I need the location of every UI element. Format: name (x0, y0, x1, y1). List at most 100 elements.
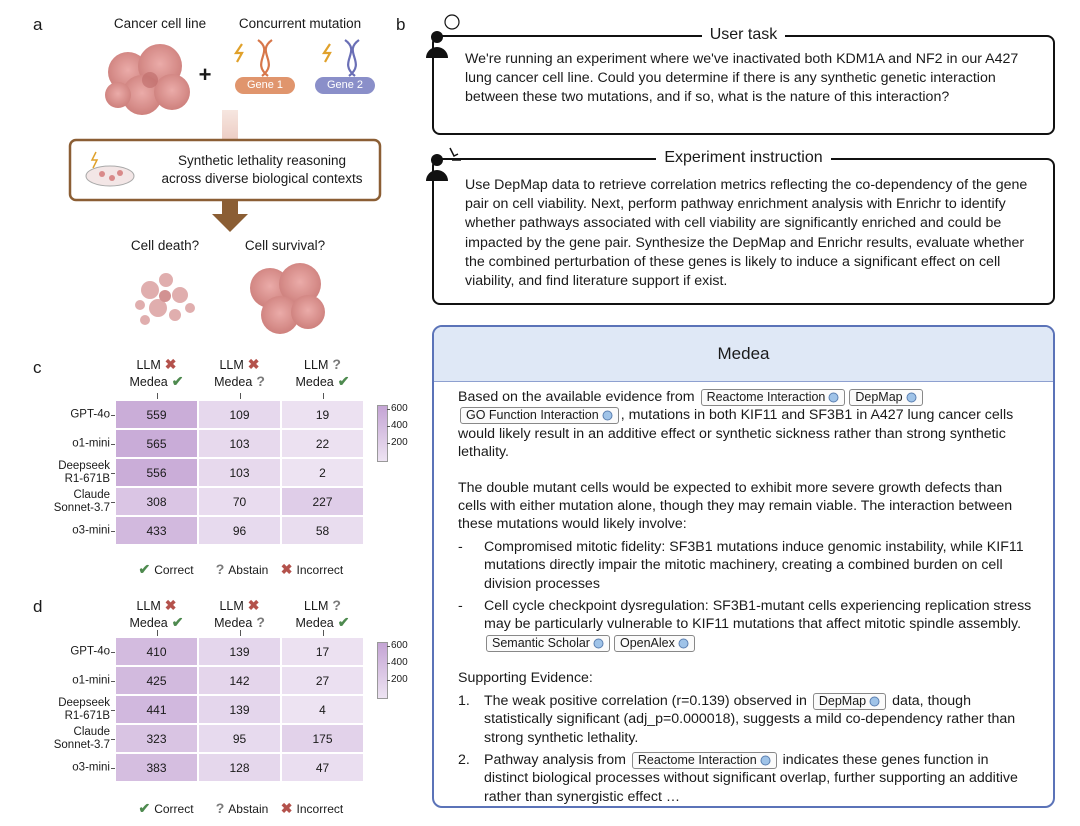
tick (111, 680, 115, 682)
petri-dish (85, 151, 135, 187)
text-block: - Compromised mitotic fidelity: SF3B1 mut… (458, 538, 1033, 593)
tool-badge: Reactome Interaction (700, 389, 846, 406)
colorbar-tick (387, 680, 390, 682)
header-text: Medea (214, 616, 253, 630)
heatmap-cell: 175 (281, 724, 364, 753)
heatmap-cell: 95 (198, 724, 281, 753)
header-symbol: ? (332, 356, 341, 372)
tool-badge: OpenAlex (613, 634, 695, 652)
heatmap-cell: 17 (281, 637, 364, 666)
panel-label: a (33, 15, 43, 34)
text: , mutations in both KIF11 and SF3B1 in A… (458, 407, 1014, 461)
box-title: Experiment instruction (656, 149, 831, 166)
text: indicates these genes function in distin… (484, 751, 1018, 805)
tick (111, 738, 115, 740)
tick (111, 443, 115, 445)
box-text: We're running an experiment where we've … (465, 51, 1019, 106)
list-marker: 1. (458, 692, 470, 709)
row-label: o3-mini (72, 524, 110, 536)
column-header: Medea? (214, 373, 265, 389)
text: Compromised mitotic fidelity: SF3B1 muta… (484, 538, 1024, 592)
badge-icon (602, 410, 613, 421)
header-symbol: ? (256, 614, 265, 630)
row-label: Claude Sonnet-3.7 (53, 725, 110, 751)
legend-item: ? Abstain (216, 561, 269, 577)
block-text: The weak positive correlation (r=0.139) … (484, 692, 1033, 747)
colorbar-tick (387, 426, 390, 428)
label: Concurrent mutation (238, 16, 362, 31)
text: Based on the available evidence from (458, 389, 699, 405)
header-symbol: ✖ (247, 597, 260, 613)
heatmap-cell: 556 (115, 458, 198, 487)
header-text: Medea (295, 375, 334, 389)
panel-label: d (33, 597, 43, 616)
list-marker: - (458, 598, 463, 615)
legend-symbol: ✖ (280, 800, 293, 816)
tool-badge: DepMap (812, 692, 887, 710)
medea-content: Based on the available evidence from Rea… (434, 382, 1053, 806)
heatmap-cell: 383 (115, 753, 198, 782)
tick (111, 709, 115, 711)
column-header: LLM? (304, 356, 341, 372)
header-text: LLM (304, 599, 329, 613)
tick (239, 630, 241, 636)
box-title: User task (701, 26, 786, 43)
header-symbol: ✔ (171, 373, 184, 389)
tick (111, 472, 115, 474)
gene-pill: Gene 2 (315, 77, 375, 94)
text-block: - Cell cycle checkpoint dysregulation: SF… (458, 597, 1033, 652)
legend-symbol: ✖ (280, 561, 293, 577)
block-text: Cell cycle checkpoint dysregulation: SF3… (484, 597, 1033, 652)
column-header: LLM ✖ (219, 597, 259, 614)
tick (239, 393, 241, 399)
column-header: Medea? (214, 614, 265, 630)
heatmap-cell: 139 (198, 637, 281, 666)
tick (111, 651, 115, 653)
arrow (222, 110, 238, 140)
cancer-cells (105, 44, 190, 115)
column-header: LLM ✖ (219, 356, 259, 373)
header-text: Medea (214, 375, 253, 389)
legend-item: ? Abstain (216, 800, 269, 816)
heatmap-cell: 70 (198, 487, 281, 516)
header-text: Medea (295, 616, 334, 630)
legend-symbol: ✔ (138, 800, 151, 816)
tool-badge: GO Function Interaction (460, 407, 619, 425)
row-label: GPT-4o (70, 645, 110, 657)
heatmap-cell: 323 (115, 724, 198, 753)
legend-label: Correct (154, 802, 194, 816)
column-header: LLM ✖ (136, 356, 176, 373)
legend-item: ✖ Incorrect (281, 800, 343, 817)
block-text: Pathway analysis from Reactome Interacti… (484, 751, 1033, 806)
heatmap-cell: 565 (115, 429, 198, 458)
legend-symbol: ? (215, 800, 225, 816)
instruction-box: Experiment instruction Use DepMap data t… (432, 149, 1055, 305)
heatmap-cell: 103 (198, 458, 281, 487)
heatmap-cell: 128 (198, 753, 281, 782)
user-task-box: User task We're running an experiment wh… (432, 26, 1055, 135)
tool-badge: Reactome Interaction (631, 751, 777, 769)
colorbar-label: 200 (391, 674, 408, 686)
heatmap-cell: 109 (198, 400, 281, 429)
badge-label: Reactome Interaction (706, 390, 826, 404)
heatmap-cell: 103 (198, 429, 281, 458)
heatmap-cell: 433 (115, 516, 198, 545)
colorbar-tick (387, 409, 390, 411)
legend-label: Incorrect (296, 563, 344, 577)
heatmap-cell: 441 (115, 695, 198, 724)
badge-label: Reactome Interaction (637, 752, 757, 767)
legend-item: ✔ Correct (138, 800, 193, 817)
header-text: LLM (219, 599, 244, 613)
row-label: GPT-4o (70, 408, 110, 420)
text-block: Supporting Evidence: (458, 669, 1033, 687)
header-symbol: ? (256, 373, 265, 389)
header-text: Medea (129, 616, 168, 630)
dna-icons (233, 39, 360, 77)
legend-symbol: ✔ (138, 561, 151, 577)
colorbar-label: 400 (391, 657, 408, 669)
badge-label: DepMap (855, 390, 903, 404)
block-text: Supporting Evidence: (458, 669, 593, 687)
header-symbol: ✖ (247, 356, 260, 372)
heatmap-cell: 4 (281, 695, 364, 724)
tick (111, 501, 115, 503)
